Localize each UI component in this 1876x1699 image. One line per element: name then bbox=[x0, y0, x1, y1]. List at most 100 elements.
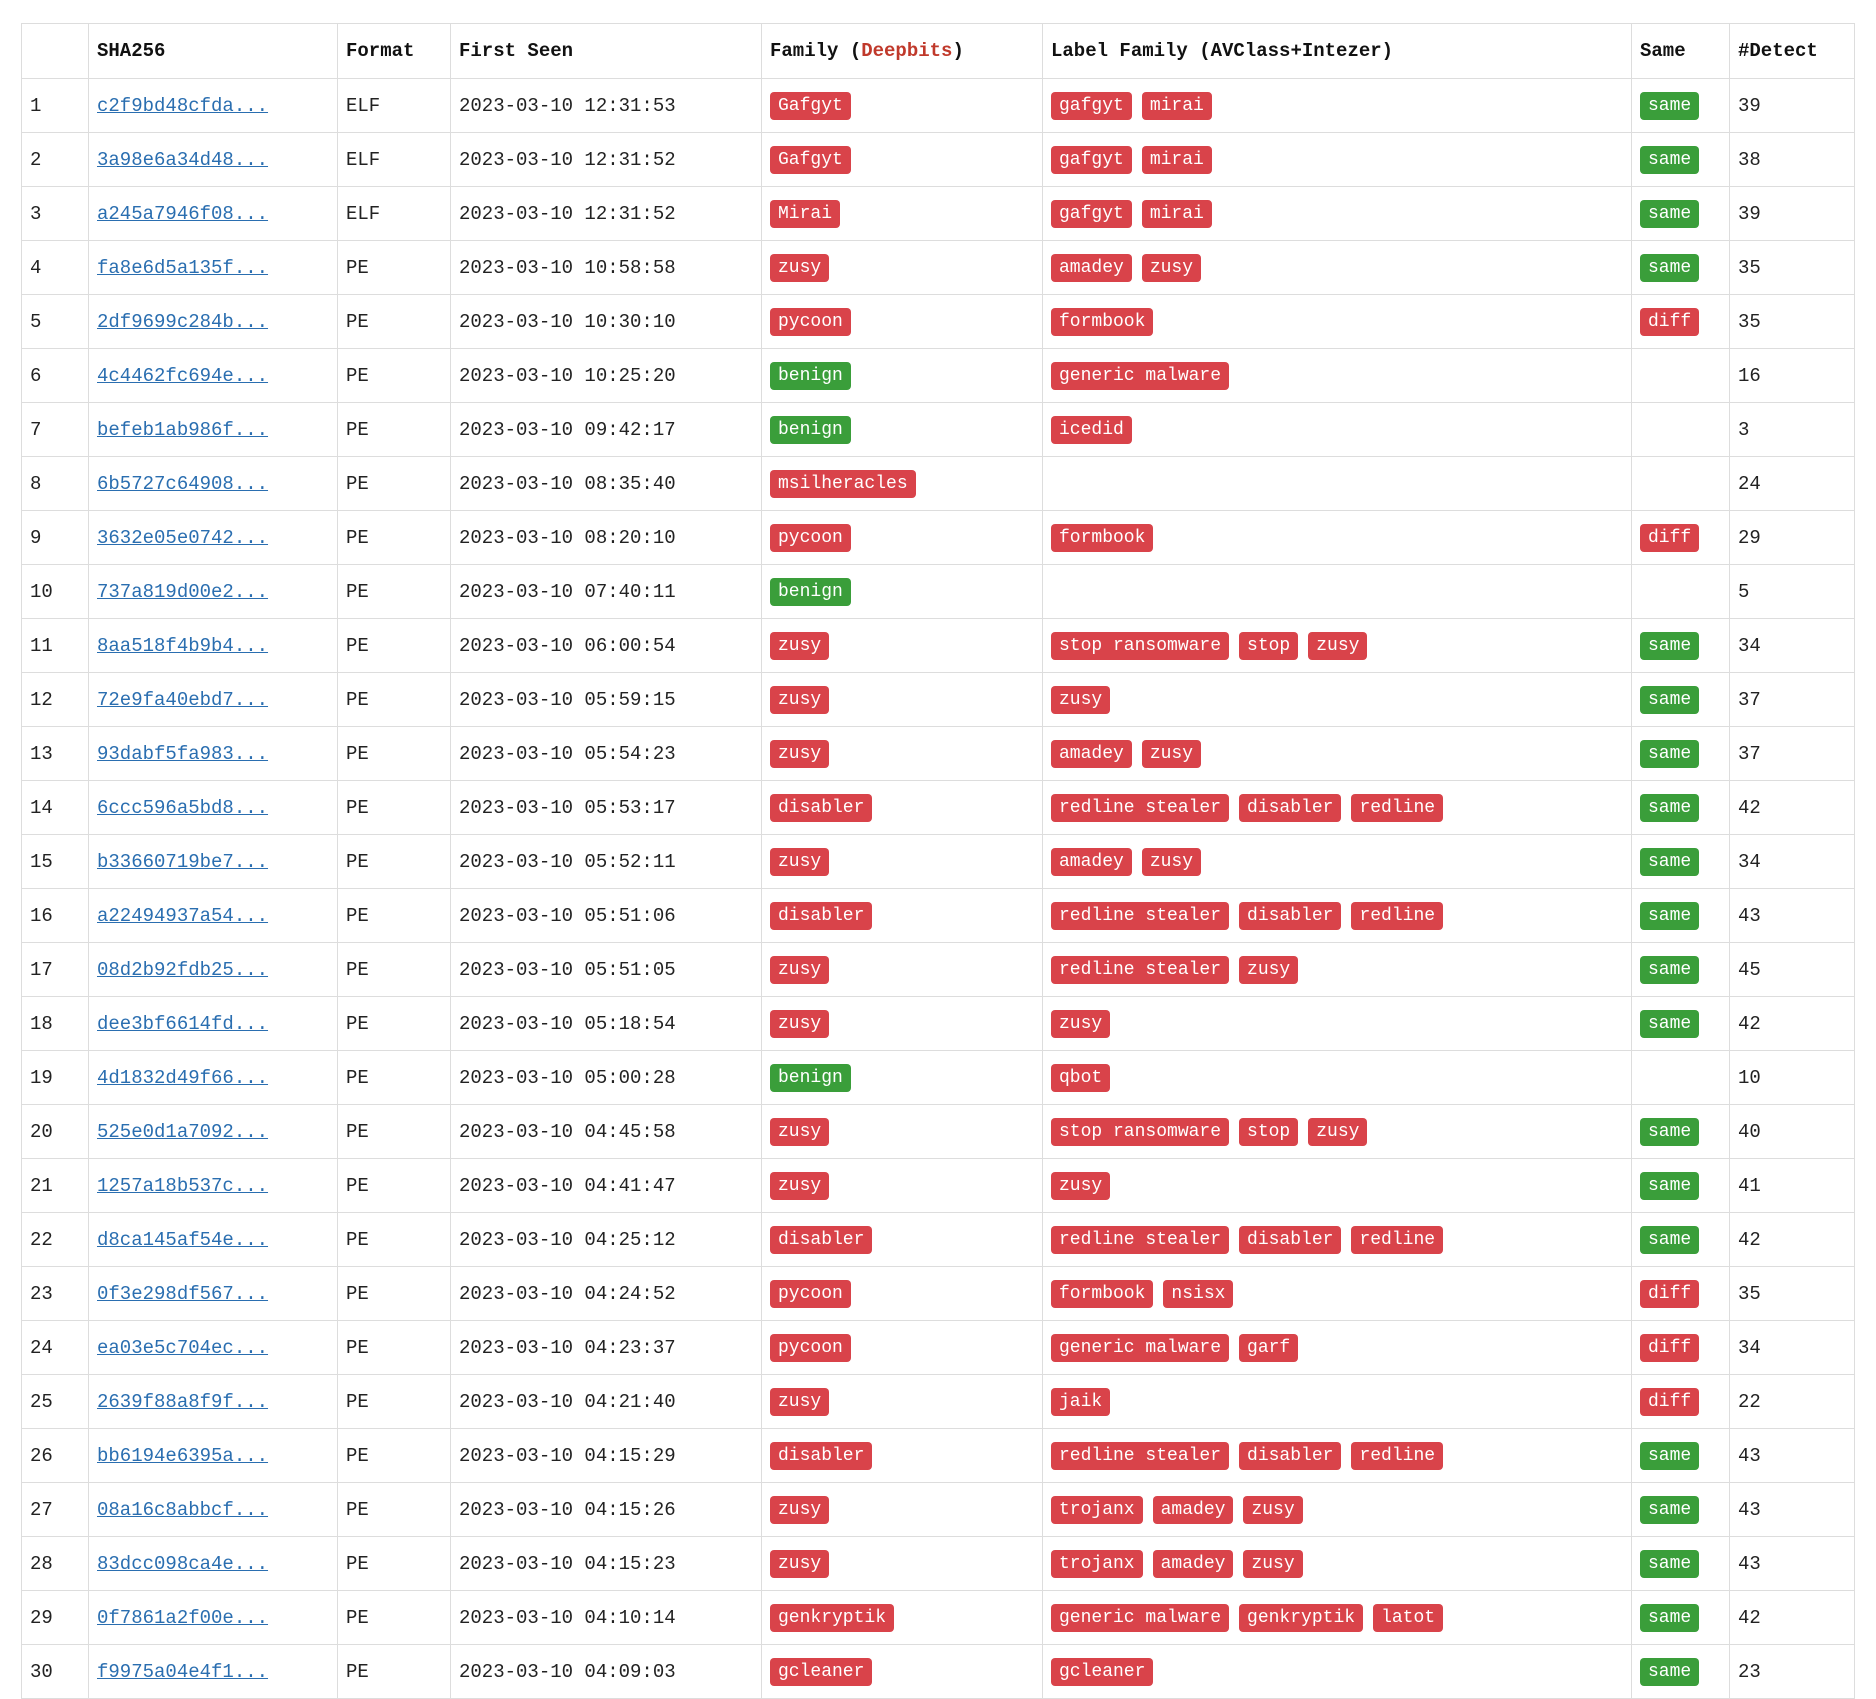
sha256-link[interactable]: bb6194e6395a... bbox=[97, 1444, 269, 1467]
table-row: 19 4d1832d49f66... PE 2023-03-10 05:00:28 be… bbox=[21, 1050, 1855, 1105]
sha256-cell: 0f7861a2f00e... bbox=[88, 1590, 338, 1645]
same-badge: same bbox=[1640, 1171, 1700, 1200]
family-cell: genkryptik bbox=[761, 1590, 1043, 1645]
same-cell bbox=[1631, 564, 1730, 619]
sha256-link[interactable]: ea03e5c704ec... bbox=[97, 1336, 269, 1359]
sha256-link[interactable]: 0f7861a2f00e... bbox=[97, 1606, 269, 1629]
family-badge: zusy bbox=[770, 631, 830, 660]
sha256-link[interactable]: 3632e05e0742... bbox=[97, 526, 269, 549]
family-badge: benign bbox=[770, 415, 851, 444]
sha256-link[interactable]: c2f9bd48cfda... bbox=[97, 94, 269, 117]
sha256-link[interactable]: 1257a18b537c... bbox=[97, 1174, 269, 1197]
same-badge: same bbox=[1640, 1441, 1700, 1470]
family-badge: zusy bbox=[770, 1117, 830, 1146]
detect-count-cell: 3 bbox=[1729, 402, 1855, 457]
same-badge: same bbox=[1640, 1117, 1700, 1146]
sha256-link[interactable]: 737a819d00e2... bbox=[97, 580, 269, 603]
sha256-link[interactable]: 4d1832d49f66... bbox=[97, 1066, 269, 1089]
same-cell bbox=[1631, 456, 1730, 511]
label-family-badge: stop ransomware bbox=[1051, 1117, 1230, 1146]
format-cell: PE bbox=[337, 1320, 451, 1375]
first-seen-cell: 2023-03-10 04:09:03 bbox=[450, 1644, 762, 1699]
sha256-link[interactable]: 72e9fa40ebd7... bbox=[97, 688, 269, 711]
sha256-link[interactable]: 08a16c8abbcf... bbox=[97, 1498, 269, 1521]
first-seen-cell: 2023-03-10 05:59:15 bbox=[450, 672, 762, 727]
table-row: 21 1257a18b537c... PE 2023-03-10 04:41:47 zu… bbox=[21, 1158, 1855, 1213]
label-family-badge: zusy bbox=[1141, 253, 1202, 282]
sha256-cell: 4c4462fc694e... bbox=[88, 348, 338, 403]
sha256-link[interactable]: 8aa518f4b9b4... bbox=[97, 634, 269, 657]
label-family-cell: formbook bbox=[1042, 510, 1632, 565]
family-badge: gcleaner bbox=[770, 1657, 873, 1686]
row-index-cell: 27 bbox=[21, 1482, 89, 1537]
format-cell: PE bbox=[337, 564, 451, 619]
first-seen-cell: 2023-03-10 10:58:58 bbox=[450, 240, 762, 295]
first-seen-cell: 2023-03-10 06:00:54 bbox=[450, 618, 762, 673]
label-family-badge: redline stealer bbox=[1051, 901, 1230, 930]
sha256-link[interactable]: 83dcc098ca4e... bbox=[97, 1552, 269, 1575]
table-row: 4 fa8e6d5a135f... PE 2023-03-10 10:58:58 zus… bbox=[21, 240, 1855, 295]
sha256-link[interactable]: dee3bf6614fd... bbox=[97, 1012, 269, 1035]
sha256-link[interactable]: b33660719be7... bbox=[97, 850, 269, 873]
family-cell: zusy bbox=[761, 996, 1043, 1051]
same-cell: same bbox=[1631, 1536, 1730, 1591]
sha256-link[interactable]: 3a98e6a34d48... bbox=[97, 148, 269, 171]
family-badge: benign bbox=[770, 1063, 851, 1092]
detect-count-cell: 42 bbox=[1729, 1590, 1855, 1645]
sha256-cell: ea03e5c704ec... bbox=[88, 1320, 338, 1375]
table-row: 28 83dcc098ca4e... PE 2023-03-10 04:15:23 zu… bbox=[21, 1536, 1855, 1591]
sha256-link[interactable]: fa8e6d5a135f... bbox=[97, 256, 269, 279]
sha256-link[interactable]: 08d2b92fdb25... bbox=[97, 958, 269, 981]
sha256-cell: f9975a04e4f1... bbox=[88, 1644, 338, 1699]
first-seen-cell: 2023-03-10 05:52:11 bbox=[450, 834, 762, 889]
table-row: 7 befeb1ab986f... PE 2023-03-10 09:42:17 ben… bbox=[21, 402, 1855, 457]
header-sha256: SHA256 bbox=[88, 23, 338, 79]
detect-count-cell: 35 bbox=[1729, 1266, 1855, 1321]
sha256-link[interactable]: a245a7946f08... bbox=[97, 202, 269, 225]
header-family-suffix: ) bbox=[952, 40, 964, 62]
sha256-cell: fa8e6d5a135f... bbox=[88, 240, 338, 295]
sha256-cell: c2f9bd48cfda... bbox=[88, 78, 338, 133]
row-index-cell: 20 bbox=[21, 1104, 89, 1159]
sha256-link[interactable]: a22494937a54... bbox=[97, 904, 269, 927]
sha256-link[interactable]: 4c4462fc694e... bbox=[97, 364, 269, 387]
table-row: 5 2df9699c284b... PE 2023-03-10 10:30:10 pyc… bbox=[21, 294, 1855, 349]
sha256-cell: 2df9699c284b... bbox=[88, 294, 338, 349]
row-index-cell: 23 bbox=[21, 1266, 89, 1321]
sha256-link[interactable]: 6ccc596a5bd8... bbox=[97, 796, 269, 819]
table-row: 30 f9975a04e4f1... PE 2023-03-10 04:09:03 gc… bbox=[21, 1644, 1855, 1699]
sha256-link[interactable]: 2639f88a8f9f... bbox=[97, 1390, 269, 1413]
sha256-link[interactable]: 93dabf5fa983... bbox=[97, 742, 269, 765]
format-cell: ELF bbox=[337, 78, 451, 133]
same-cell: same bbox=[1631, 132, 1730, 187]
label-family-cell: qbot bbox=[1042, 1050, 1632, 1105]
same-cell: diff bbox=[1631, 1266, 1730, 1321]
first-seen-cell: 2023-03-10 05:51:05 bbox=[450, 942, 762, 997]
family-badge: benign bbox=[770, 361, 851, 390]
first-seen-cell: 2023-03-10 04:10:14 bbox=[450, 1590, 762, 1645]
sha256-link[interactable]: f9975a04e4f1... bbox=[97, 1660, 269, 1683]
first-seen-cell: 2023-03-10 12:31:52 bbox=[450, 186, 762, 241]
sha256-cell: 3a98e6a34d48... bbox=[88, 132, 338, 187]
first-seen-cell: 2023-03-10 04:15:26 bbox=[450, 1482, 762, 1537]
label-family-badge: jaik bbox=[1051, 1387, 1111, 1416]
label-family-cell: gcleaner bbox=[1042, 1644, 1632, 1699]
family-cell: gcleaner bbox=[761, 1644, 1043, 1699]
label-family-badge: stop bbox=[1239, 1117, 1299, 1146]
family-cell: zusy bbox=[761, 834, 1043, 889]
sha256-link[interactable]: 525e0d1a7092... bbox=[97, 1120, 269, 1143]
sha256-link[interactable]: d8ca145af54e... bbox=[97, 1228, 269, 1251]
table-row: 22 d8ca145af54e... PE 2023-03-10 04:25:12 di… bbox=[21, 1212, 1855, 1267]
family-cell: msilheracles bbox=[761, 456, 1043, 511]
format-cell: PE bbox=[337, 1428, 451, 1483]
sha256-link[interactable]: 2df9699c284b... bbox=[97, 310, 269, 333]
label-family-cell: amadey zusy bbox=[1042, 834, 1632, 889]
sha256-link[interactable]: 6b5727c64908... bbox=[97, 472, 269, 495]
label-family-badge: nsisx bbox=[1163, 1279, 1234, 1308]
sha256-link[interactable]: befeb1ab986f... bbox=[97, 418, 269, 441]
sha256-link[interactable]: 0f3e298df567... bbox=[97, 1282, 269, 1305]
detect-count-cell: 5 bbox=[1729, 564, 1855, 619]
label-family-badge: redline stealer bbox=[1051, 1225, 1230, 1254]
detect-count-cell: 42 bbox=[1729, 780, 1855, 835]
label-family-badge: stop ransomware bbox=[1051, 631, 1230, 660]
